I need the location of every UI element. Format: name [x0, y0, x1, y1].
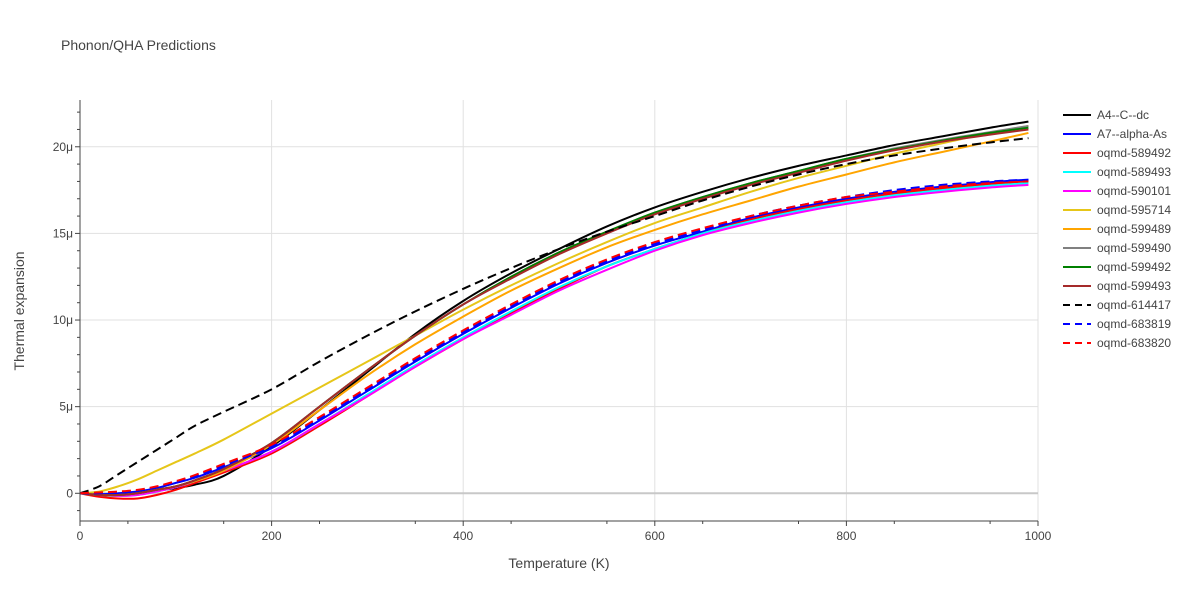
- series-line-oqmd-614417[interactable]: [79, 137, 1029, 495]
- legend-label: oqmd-590101: [1097, 184, 1171, 198]
- legend-item[interactable]: oqmd-599490: [1063, 241, 1171, 255]
- series-line-oqmd-595714[interactable]: [79, 125, 1029, 495]
- legend-label: oqmd-589493: [1097, 165, 1171, 179]
- legend-label: oqmd-683820: [1097, 336, 1171, 350]
- legend-item[interactable]: A7--alpha-As: [1063, 127, 1167, 141]
- series-line-A7--alpha-As[interactable]: [79, 178, 1029, 496]
- y-tick-label: 20μ: [53, 140, 73, 154]
- x-tick-label: 800: [836, 529, 856, 543]
- legend-item[interactable]: A4--C--dc: [1063, 108, 1149, 122]
- y-tick-label: 10μ: [53, 313, 73, 327]
- legend-item[interactable]: oqmd-683820: [1063, 336, 1171, 350]
- series-line-oqmd-589493[interactable]: [79, 182, 1029, 497]
- series-line-oqmd-683820[interactable]: [79, 180, 1029, 495]
- x-tick-label: 400: [453, 529, 473, 543]
- legend[interactable]: A4--C--dc A7--alpha-As oqmd-589492 oqmd-589…: [1063, 108, 1171, 350]
- legend-item[interactable]: oqmd-590101: [1063, 184, 1171, 198]
- legend-item[interactable]: oqmd-599492: [1063, 260, 1171, 274]
- x-tick-label: 0: [77, 529, 84, 543]
- x-axis-title: Temperature (K): [508, 555, 609, 571]
- legend-label: A4--C--dc: [1097, 108, 1149, 122]
- plot-area[interactable]: [79, 120, 1029, 500]
- series-line-oqmd-599493[interactable]: [79, 128, 1029, 497]
- legend-label: oqmd-599493: [1097, 279, 1171, 293]
- x-tick-label: 200: [262, 529, 282, 543]
- axes: 0 200 400 600 800 1000 0 5μ 10μ 15μ 20μ: [53, 100, 1052, 543]
- legend-label: oqmd-614417: [1097, 298, 1171, 312]
- series-line-oqmd-590101[interactable]: [79, 183, 1029, 497]
- y-tick-label: 0: [66, 486, 73, 500]
- legend-item[interactable]: oqmd-614417: [1063, 298, 1171, 312]
- legend-item[interactable]: oqmd-589492: [1063, 146, 1171, 160]
- legend-item[interactable]: oqmd-599493: [1063, 279, 1171, 293]
- grid: [80, 100, 1039, 521]
- series-line-oqmd-589492[interactable]: [79, 180, 1029, 500]
- legend-item[interactable]: oqmd-589493: [1063, 165, 1171, 179]
- y-tick-label: 15μ: [53, 226, 73, 240]
- x-tick-label: 1000: [1025, 529, 1052, 543]
- legend-label: oqmd-599490: [1097, 241, 1171, 255]
- legend-label: oqmd-683819: [1097, 317, 1171, 331]
- chart-title: Phonon/QHA Predictions: [61, 37, 216, 53]
- legend-label: oqmd-599489: [1097, 222, 1171, 236]
- series-line-oqmd-683819[interactable]: [79, 178, 1029, 495]
- y-axis-title: Thermal expansion: [11, 251, 27, 370]
- y-tick-label: 5μ: [59, 400, 73, 414]
- legend-item[interactable]: oqmd-599489: [1063, 222, 1171, 236]
- legend-label: A7--alpha-As: [1097, 127, 1167, 141]
- legend-label: oqmd-595714: [1097, 203, 1171, 217]
- legend-item[interactable]: oqmd-595714: [1063, 203, 1171, 217]
- legend-item[interactable]: oqmd-683819: [1063, 317, 1171, 331]
- x-tick-label: 600: [645, 529, 665, 543]
- legend-label: oqmd-599492: [1097, 260, 1171, 274]
- legend-label: oqmd-589492: [1097, 146, 1171, 160]
